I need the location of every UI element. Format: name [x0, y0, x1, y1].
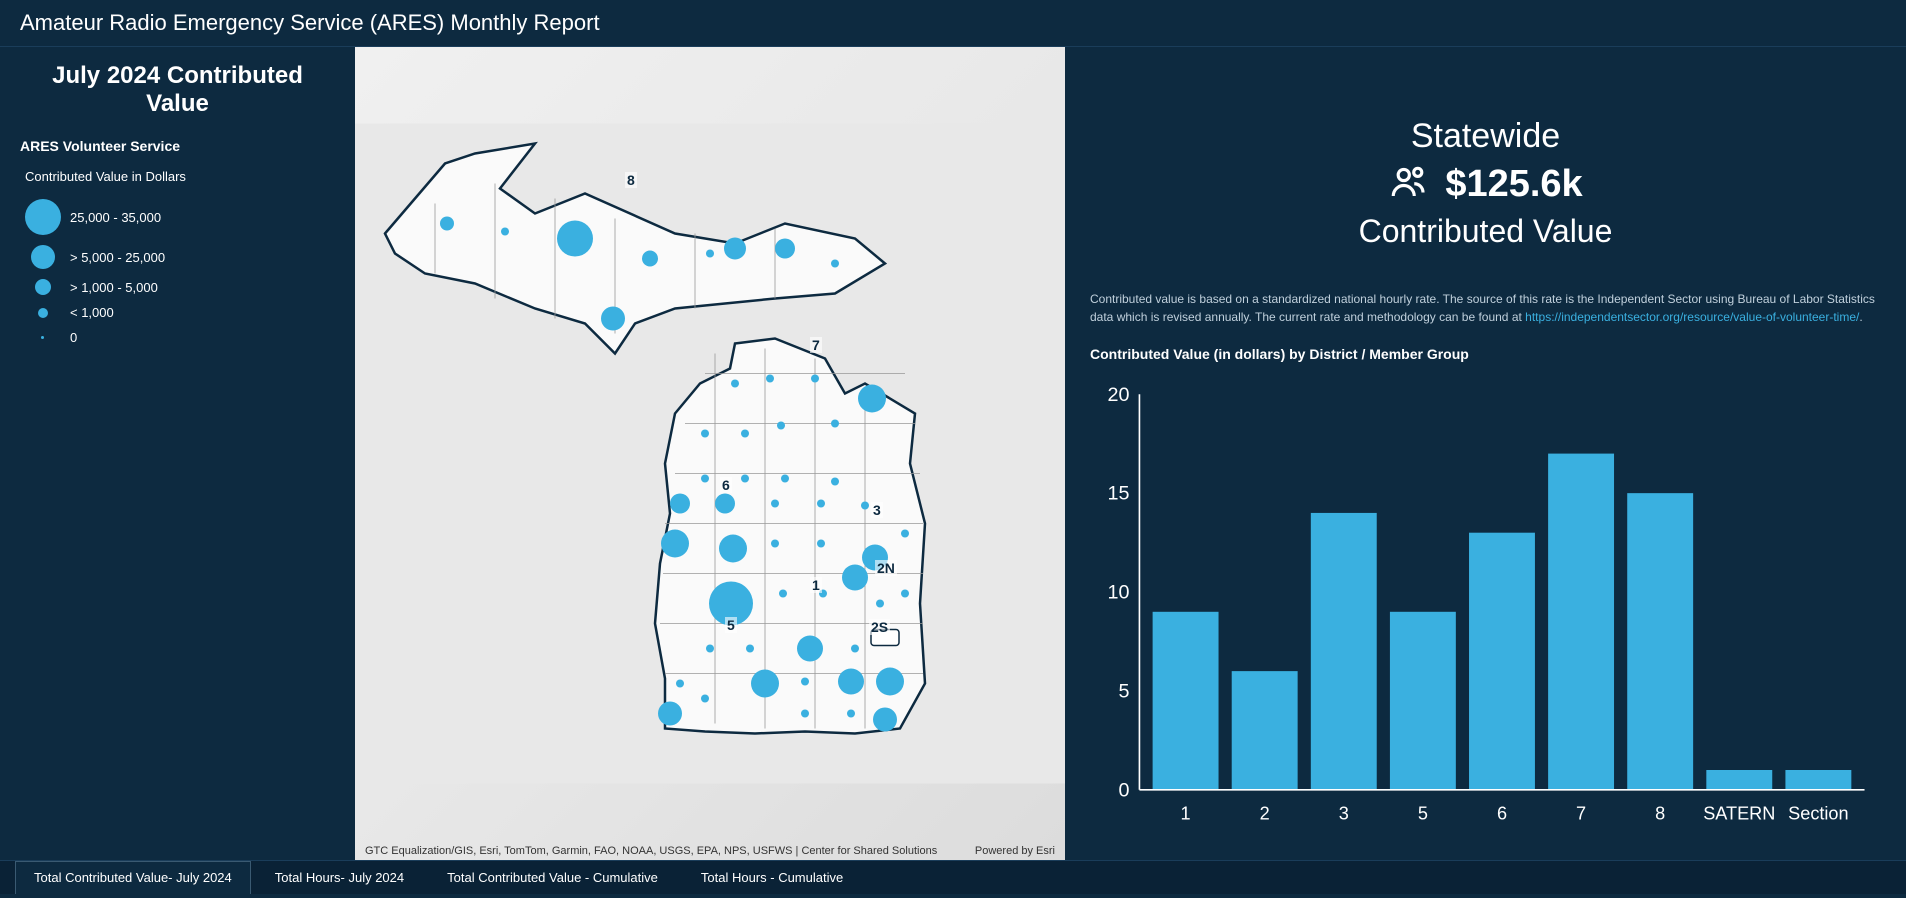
- bar[interactable]: [1785, 770, 1851, 790]
- legend-item: > 1,000 - 5,000: [20, 279, 335, 295]
- bar[interactable]: [1232, 671, 1298, 790]
- bar[interactable]: [1627, 493, 1693, 790]
- svg-text:Section: Section: [1788, 803, 1848, 823]
- map-svg: [355, 47, 1065, 860]
- info-link[interactable]: https://independentsector.org/resource/v…: [1525, 310, 1859, 324]
- district-label: 1: [810, 577, 822, 593]
- bar[interactable]: [1390, 612, 1456, 790]
- legend-circle-icon: [41, 336, 44, 339]
- district-label: 2N: [875, 560, 897, 576]
- svg-text:5: 5: [1418, 803, 1428, 823]
- map-background: 8 7 6 3 1 2N 5 2S: [355, 47, 1065, 860]
- bar[interactable]: [1311, 513, 1377, 790]
- map-panel[interactable]: 8 7 6 3 1 2N 5 2S GTC Equalization/GIS, Esri, T…: [355, 47, 1065, 860]
- svg-text:8: 8: [1655, 803, 1665, 823]
- district-label: 5: [725, 617, 737, 633]
- legend-item: 0: [20, 330, 335, 345]
- legend-label: > 1,000 - 5,000: [70, 280, 158, 295]
- chart-container[interactable]: 0 5 10 15 20 1 2 3 5 6 7 8 SATERN Section: [1090, 377, 1881, 840]
- map-attribution: GTC Equalization/GIS, Esri, TomTom, Garm…: [365, 845, 1055, 857]
- tab[interactable]: Total Contributed Value - Cumulative: [428, 861, 677, 894]
- tab[interactable]: Total Hours - Cumulative: [682, 861, 862, 894]
- bar[interactable]: [1469, 533, 1535, 790]
- district-label: 2S: [869, 619, 890, 635]
- chart-title: Contributed Value (in dollars) by Distri…: [1090, 346, 1881, 362]
- legend-label: < 1,000: [70, 305, 114, 320]
- bar-chart: 0 5 10 15 20 1 2 3 5 6 7 8 SATERN Section: [1090, 377, 1881, 840]
- district-label: 6: [720, 477, 732, 493]
- legend-label: 25,000 - 35,000: [70, 210, 161, 225]
- page-title: Amateur Radio Emergency Service (ARES) M…: [20, 10, 600, 35]
- stat-value: $125.6k: [1445, 163, 1582, 206]
- info-text: Contributed value is based on a standard…: [1090, 290, 1881, 326]
- svg-text:3: 3: [1339, 803, 1349, 823]
- bar[interactable]: [1548, 454, 1614, 790]
- section-title: July 2024 Contributed Value: [20, 62, 335, 118]
- tab[interactable]: Total Contributed Value- July 2024: [15, 861, 251, 894]
- attribution-right[interactable]: Powered by Esri: [975, 845, 1055, 857]
- legend-circle-icon: [25, 199, 61, 235]
- stat-subtitle: Contributed Value: [1090, 213, 1881, 250]
- bar[interactable]: [1706, 770, 1772, 790]
- svg-text:SATERN: SATERN: [1703, 803, 1775, 823]
- legend-subtitle: Contributed Value in Dollars: [20, 169, 335, 184]
- legend-label: 0: [70, 330, 77, 345]
- svg-text:5: 5: [1119, 680, 1130, 702]
- legend-label: > 5,000 - 25,000: [70, 250, 165, 265]
- svg-text:0: 0: [1119, 779, 1130, 801]
- stat-block: Statewide $125.6k Contributed Value: [1090, 117, 1881, 250]
- stat-title: Statewide: [1090, 117, 1881, 156]
- district-label: 8: [625, 172, 637, 188]
- left-panel: July 2024 Contributed Value ARES Volunte…: [0, 47, 355, 860]
- district-label: 3: [871, 502, 883, 518]
- svg-text:2: 2: [1260, 803, 1270, 823]
- legend-item: > 5,000 - 25,000: [20, 245, 335, 269]
- svg-text:7: 7: [1576, 803, 1586, 823]
- svg-text:6: 6: [1497, 803, 1507, 823]
- svg-text:20: 20: [1108, 384, 1130, 406]
- right-panel: Statewide $125.6k Contributed Value Cont…: [1065, 47, 1906, 860]
- tab[interactable]: Total Hours- July 2024: [256, 861, 423, 894]
- legend-circle-icon: [31, 245, 55, 269]
- tabs-bar: Total Contributed Value- July 2024Total …: [0, 860, 1906, 894]
- bar[interactable]: [1153, 612, 1219, 790]
- legend-circle-icon: [38, 308, 48, 318]
- svg-text:1: 1: [1181, 803, 1191, 823]
- district-label: 7: [810, 337, 822, 353]
- page-header: Amateur Radio Emergency Service (ARES) M…: [0, 0, 1906, 47]
- svg-text:10: 10: [1108, 582, 1130, 604]
- stat-value-row: $125.6k: [1090, 161, 1881, 208]
- legend-item: < 1,000: [20, 305, 335, 320]
- svg-text:15: 15: [1108, 483, 1130, 505]
- attribution-left: GTC Equalization/GIS, Esri, TomTom, Garm…: [365, 845, 937, 857]
- people-icon: [1388, 161, 1430, 208]
- legend-items-container: 25,000 - 35,000 > 5,000 - 25,000 > 1,000 -…: [20, 199, 335, 345]
- main-container: July 2024 Contributed Value ARES Volunte…: [0, 47, 1906, 860]
- info-text-b: .: [1859, 310, 1862, 324]
- legend-title: ARES Volunteer Service: [20, 138, 335, 154]
- legend-circle-icon: [35, 279, 51, 295]
- legend-item: 25,000 - 35,000: [20, 199, 335, 235]
